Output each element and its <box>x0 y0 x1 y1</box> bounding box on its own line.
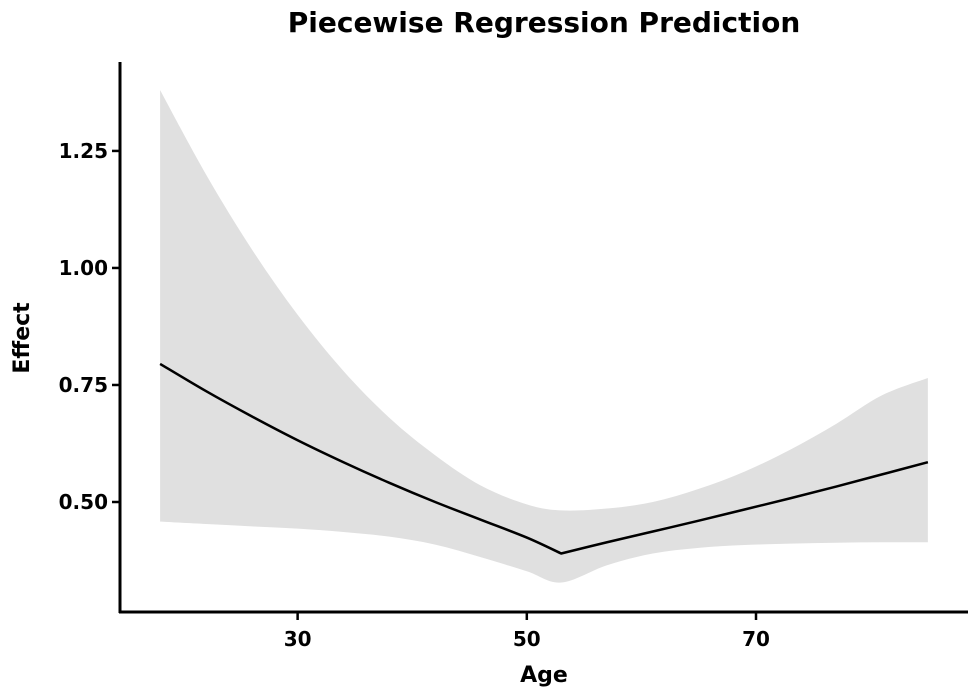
y-tick-label: 0.75 <box>59 373 108 397</box>
chart-title: Piecewise Regression Prediction <box>288 6 801 39</box>
x-tick-label: 30 <box>284 627 312 651</box>
y-tick-label: 0.50 <box>59 490 108 514</box>
x-axis-label: Age <box>520 663 568 688</box>
prediction-line <box>159 362 929 555</box>
y-axis-ticks: 0.50 0.75 1.00 1.25 <box>59 139 120 514</box>
x-axis-ticks: 30 50 70 <box>284 612 770 651</box>
plot-area <box>159 90 929 583</box>
x-tick-label: 50 <box>513 627 541 651</box>
y-tick-label: 1.25 <box>59 139 108 163</box>
confidence-band <box>160 90 928 583</box>
y-axis-label: Effect <box>10 302 35 374</box>
y-tick-label: 1.00 <box>59 256 108 280</box>
x-tick-label: 70 <box>742 627 770 651</box>
